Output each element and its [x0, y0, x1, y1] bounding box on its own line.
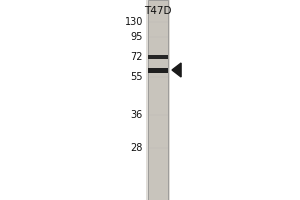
- Bar: [148, 68, 168, 72]
- Text: 72: 72: [130, 52, 143, 62]
- Bar: [146, 0, 170, 200]
- Text: 55: 55: [130, 72, 143, 82]
- Text: T47D: T47D: [144, 6, 172, 16]
- Bar: [148, 55, 168, 59]
- Text: 130: 130: [124, 17, 143, 27]
- Polygon shape: [172, 63, 181, 77]
- Bar: [148, 0, 168, 200]
- Text: 95: 95: [130, 32, 143, 42]
- Text: 28: 28: [130, 143, 143, 153]
- Text: 36: 36: [131, 110, 143, 120]
